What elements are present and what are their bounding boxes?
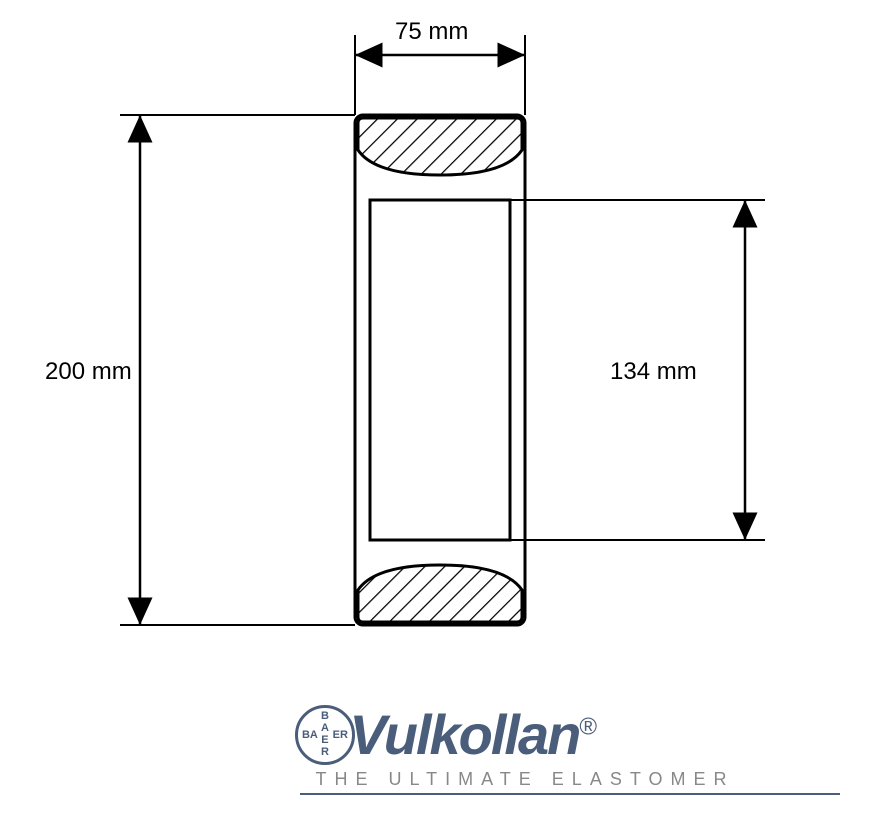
technical-drawing: 75 mm 200 mm 134 mm [50, 10, 840, 690]
tread-bottom-section [358, 565, 522, 622]
brand-name: Vulkollan® [349, 702, 595, 767]
bore-profile [370, 200, 510, 540]
registered-mark: ® [579, 713, 595, 740]
brand-text: Vulkollan [349, 703, 579, 766]
brand-logo: BAER BAER Vulkollan® THE ULTIMATE ELASTO… [0, 702, 890, 795]
dim-label-outer-height: 200 mm [45, 358, 132, 386]
bayer-badge-icon: BAER BAER [295, 705, 355, 765]
tread-top-section [358, 118, 522, 175]
tagline-underline [300, 793, 840, 795]
drawing-svg [50, 10, 840, 690]
dim-label-width: 75 mm [395, 18, 468, 46]
brand-tagline: THE ULTIMATE ELASTOMER [0, 769, 890, 790]
dim-label-inner-height: 134 mm [610, 358, 697, 386]
